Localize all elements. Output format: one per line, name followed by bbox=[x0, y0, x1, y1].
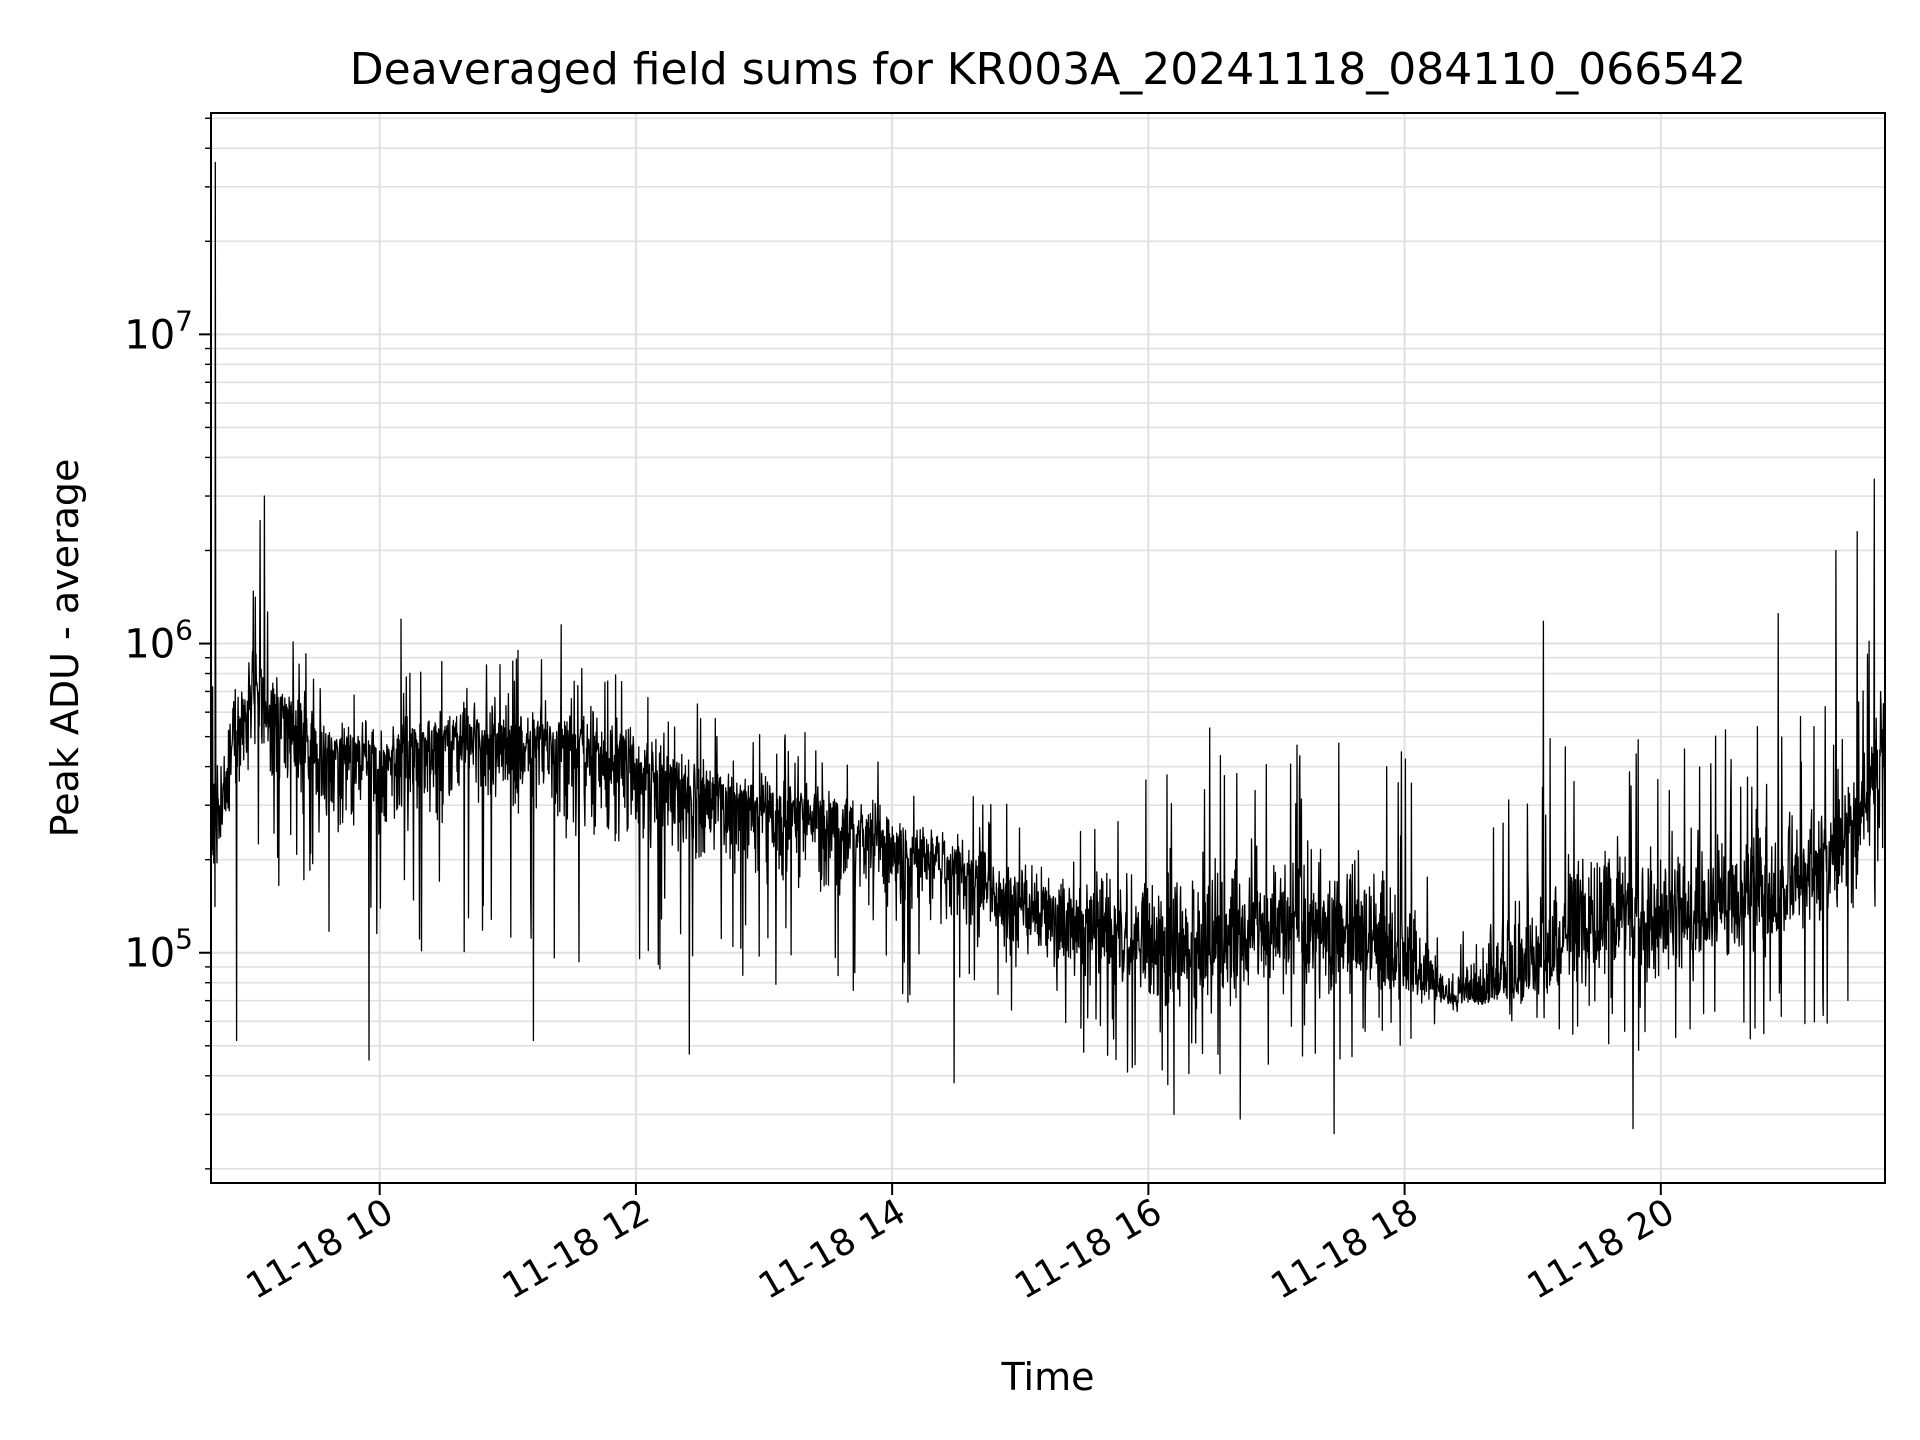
x-tick-label-0: 11-18 10 bbox=[240, 1191, 401, 1307]
x-axis: 11-18 10 11-18 12 11-18 14 11-18 16 11-18 18… bbox=[240, 1183, 1682, 1308]
grid bbox=[211, 113, 1885, 1183]
x-tick-label-2: 11-18 14 bbox=[752, 1191, 913, 1307]
plot-area-frame bbox=[210, 112, 1886, 1184]
y-tick-label-0: 105 bbox=[124, 923, 193, 977]
series-line-peak-adu bbox=[210, 161, 1886, 1135]
y-tick-label-1: 106 bbox=[124, 614, 193, 668]
x-tick-label-3: 11-18 16 bbox=[1008, 1191, 1169, 1307]
x-tick-label-1: 11-18 12 bbox=[496, 1191, 657, 1307]
x-tick-label-5: 11-18 20 bbox=[1521, 1191, 1682, 1307]
y-axis-label: Peak ADU - average bbox=[43, 459, 87, 838]
x-tick-label-4: 11-18 18 bbox=[1264, 1191, 1425, 1307]
chart-title: Deaveraged field sums for KR003A_2024111… bbox=[350, 44, 1746, 95]
y-tick-label-2: 107 bbox=[124, 304, 193, 358]
y-axis: 105 106 107 bbox=[124, 117, 211, 1170]
x-axis-label: Time bbox=[1001, 1355, 1095, 1399]
